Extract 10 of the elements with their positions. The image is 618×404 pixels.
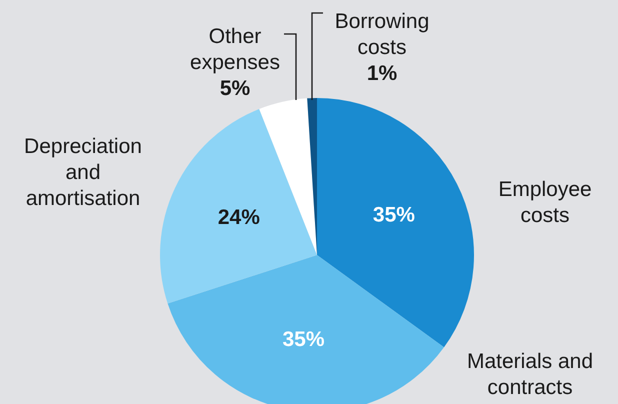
data-label: 35% bbox=[372, 204, 416, 227]
slice-label: Employee costs bbox=[498, 178, 592, 227]
slice-label: Materials and contracts bbox=[466, 350, 594, 399]
data-label: 1% bbox=[366, 62, 398, 85]
slice-label: Other expenses bbox=[190, 24, 280, 74]
data-label: 35% bbox=[282, 328, 325, 352]
slice-label: Borrowing costs bbox=[334, 10, 430, 59]
data-label: 24% bbox=[218, 206, 260, 230]
data-label: 5% bbox=[220, 76, 250, 100]
slice-label: Depreciation and amortisation bbox=[24, 134, 142, 210]
